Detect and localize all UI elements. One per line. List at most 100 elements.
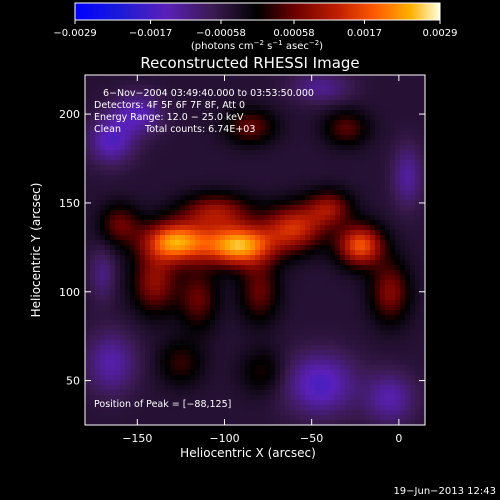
heatmap-cell <box>215 380 221 386</box>
heatmap-cell <box>365 295 371 301</box>
heatmap-cell <box>150 100 156 106</box>
heatmap-cell <box>105 170 111 176</box>
heatmap-cell <box>335 110 341 116</box>
heatmap-cell <box>200 190 206 196</box>
heatmap-cell <box>245 240 251 246</box>
heatmap-cell <box>195 225 201 231</box>
heatmap-cell <box>300 290 306 296</box>
heatmap-cell <box>100 245 106 251</box>
heatmap-cell <box>410 250 416 256</box>
heatmap-cell <box>280 270 286 276</box>
heatmap-cell <box>225 85 231 91</box>
heatmap-cell <box>270 400 276 406</box>
heatmap-cell <box>420 160 426 166</box>
heatmap-cell <box>365 135 371 141</box>
heatmap-cell <box>130 140 136 146</box>
heatmap-cell <box>125 270 131 276</box>
heatmap-cell <box>355 230 361 236</box>
heatmap-cell <box>405 175 411 181</box>
heatmap-cell <box>175 90 181 96</box>
heatmap-cell <box>225 415 231 421</box>
heatmap-cell <box>220 290 226 296</box>
heatmap-cell <box>155 255 161 261</box>
heatmap-cell <box>305 285 311 291</box>
heatmap-cell <box>240 175 246 181</box>
heatmap-cell <box>375 350 381 356</box>
heatmap-cell <box>120 255 126 261</box>
heatmap-cell <box>305 295 311 301</box>
heatmap-cell <box>335 210 341 216</box>
heatmap-cell <box>140 305 146 311</box>
heatmap-cell <box>230 130 236 136</box>
heatmap-cell <box>185 285 191 291</box>
heatmap-cell <box>195 160 201 166</box>
heatmap-cell <box>365 300 371 306</box>
heatmap-cell <box>390 100 396 106</box>
heatmap-cell <box>170 150 176 156</box>
heatmap-cell <box>360 120 366 126</box>
heatmap-cell <box>345 215 351 221</box>
heatmap-cell <box>170 260 176 266</box>
heatmap-cell <box>335 335 341 341</box>
heatmap-cell <box>405 120 411 126</box>
heatmap-cell <box>360 390 366 396</box>
heatmap-cell <box>395 115 401 121</box>
heatmap-cell <box>240 405 246 411</box>
heatmap-cell <box>105 375 111 381</box>
heatmap-cell <box>355 200 361 206</box>
heatmap-cell <box>135 105 141 111</box>
heatmap-cell <box>185 415 191 421</box>
heatmap-cell <box>240 145 246 151</box>
heatmap-cell <box>210 380 216 386</box>
heatmap-cell <box>380 390 386 396</box>
heatmap-cell <box>260 210 266 216</box>
heatmap-cell <box>385 405 391 411</box>
heatmap-cell <box>300 145 306 151</box>
heatmap-cell <box>140 330 146 336</box>
heatmap-cell <box>270 330 276 336</box>
heatmap-cell <box>250 285 256 291</box>
heatmap-cell <box>325 75 331 81</box>
heatmap-cell <box>230 225 236 231</box>
heatmap-cell <box>115 110 121 116</box>
heatmap-cell <box>400 245 406 251</box>
heatmap-cell <box>335 165 341 171</box>
heatmap-cell <box>400 100 406 106</box>
heatmap-cell <box>375 375 381 381</box>
heatmap-cell <box>130 360 136 366</box>
heatmap-cell <box>305 290 311 296</box>
heatmap-cell <box>255 190 261 196</box>
heatmap-cell <box>250 310 256 316</box>
heatmap-cell <box>365 305 371 311</box>
heatmap-cell <box>360 350 366 356</box>
heatmap-cell <box>120 90 126 96</box>
heatmap-cell <box>215 350 221 356</box>
heatmap-cell <box>245 415 251 421</box>
heatmap-cell <box>410 145 416 151</box>
heatmap-cell <box>200 400 206 406</box>
heatmap-cell <box>310 210 316 216</box>
heatmap-cell <box>110 350 116 356</box>
heatmap-cell <box>410 335 416 341</box>
heatmap-cell <box>120 305 126 311</box>
heatmap-cell <box>230 275 236 281</box>
heatmap-cell <box>270 395 276 401</box>
heatmap-cell <box>320 375 326 381</box>
heatmap-cell <box>290 275 296 281</box>
heatmap-cell <box>115 295 121 301</box>
heatmap-cell <box>415 355 421 361</box>
heatmap-cell <box>370 260 376 266</box>
heatmap-cell <box>220 175 226 181</box>
heatmap-cell <box>270 370 276 376</box>
heatmap-cell <box>400 400 406 406</box>
heatmap-cell <box>395 265 401 271</box>
heatmap-cell <box>210 270 216 276</box>
heatmap-cell <box>350 295 356 301</box>
heatmap-cell <box>345 370 351 376</box>
heatmap-cell <box>95 75 101 81</box>
heatmap-cell <box>285 390 291 396</box>
heatmap-cell <box>365 365 371 371</box>
heatmap-cell <box>380 410 386 416</box>
heatmap-cell <box>150 420 156 426</box>
heatmap-cell <box>290 190 296 196</box>
